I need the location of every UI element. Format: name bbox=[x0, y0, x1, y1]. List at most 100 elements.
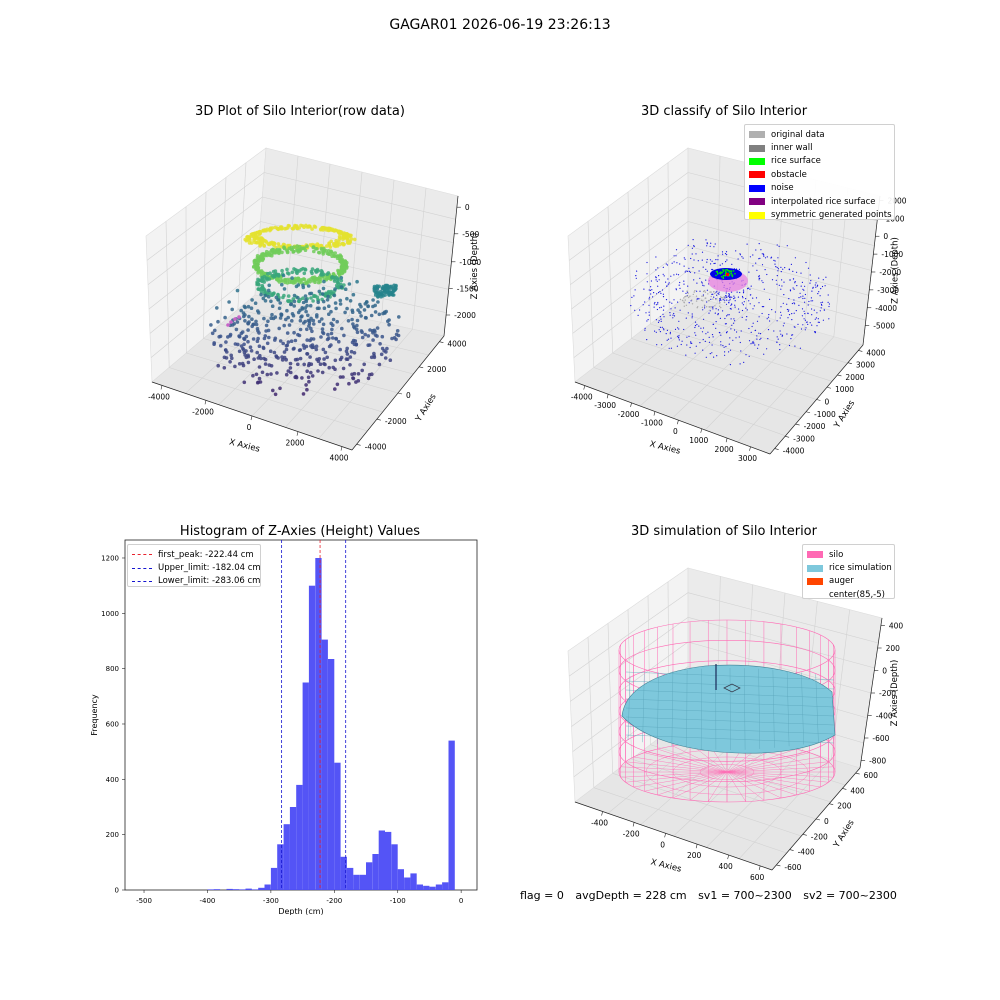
noise-point bbox=[799, 347, 802, 349]
noise-point bbox=[699, 342, 701, 344]
x-tick-label: -1000 bbox=[641, 419, 663, 428]
noise-point bbox=[776, 283, 778, 285]
noise-point bbox=[669, 312, 671, 314]
noise-point bbox=[741, 316, 743, 318]
data-point bbox=[271, 293, 275, 297]
noise-point bbox=[644, 327, 646, 329]
noise-point bbox=[706, 245, 708, 247]
data-point bbox=[222, 366, 227, 370]
noise-point bbox=[763, 353, 765, 355]
data-point bbox=[263, 362, 268, 366]
histogram-bar bbox=[353, 874, 360, 890]
data-point bbox=[228, 334, 232, 338]
x-tick-label: 0 bbox=[247, 423, 252, 432]
data-point bbox=[295, 247, 299, 251]
data-point bbox=[264, 276, 268, 280]
data-point bbox=[381, 311, 385, 316]
noise-point bbox=[805, 327, 807, 329]
noise-point bbox=[770, 257, 772, 259]
noise-point bbox=[776, 341, 778, 343]
noise-point bbox=[828, 305, 830, 308]
noise-point bbox=[725, 292, 727, 294]
noise-point bbox=[657, 267, 659, 269]
noise-point bbox=[820, 288, 822, 290]
z-tick-label: -4000 bbox=[875, 304, 897, 313]
noise-point bbox=[653, 306, 655, 308]
histogram-bar bbox=[239, 889, 246, 890]
grid-line bbox=[237, 309, 429, 356]
data-point bbox=[242, 337, 247, 342]
noise-point bbox=[688, 335, 690, 337]
y-tick-label: 200 bbox=[106, 831, 119, 839]
noise-point bbox=[675, 289, 678, 291]
x-tick-label: -400 bbox=[591, 819, 608, 828]
legend-line-sample bbox=[132, 554, 152, 556]
data-point bbox=[269, 299, 273, 304]
data-point bbox=[242, 314, 246, 319]
noise-point bbox=[683, 265, 685, 267]
noise-point bbox=[725, 303, 728, 305]
legend-item: auger bbox=[807, 575, 890, 588]
noise-point bbox=[763, 288, 765, 290]
data-point bbox=[276, 298, 281, 302]
noise-point bbox=[739, 254, 742, 256]
noise-point bbox=[780, 288, 782, 290]
grid-line bbox=[687, 592, 879, 644]
original-point bbox=[684, 299, 686, 301]
x-tick bbox=[653, 411, 656, 416]
original-point bbox=[720, 296, 722, 298]
data-point bbox=[268, 271, 272, 276]
noise-point bbox=[743, 361, 745, 363]
data-point bbox=[237, 362, 242, 366]
rice-mesh-line bbox=[625, 698, 835, 708]
noise-point bbox=[801, 308, 804, 310]
noise-point bbox=[662, 328, 665, 330]
data-point bbox=[331, 317, 336, 322]
noise-point bbox=[758, 302, 760, 304]
data-point bbox=[256, 310, 261, 315]
original-point bbox=[687, 292, 689, 294]
noise-point bbox=[784, 267, 786, 269]
noise-point bbox=[733, 322, 735, 324]
noise-point bbox=[780, 311, 782, 313]
noise-point bbox=[752, 254, 754, 256]
noise-point bbox=[728, 314, 730, 316]
noise-point bbox=[777, 268, 780, 270]
noise-point bbox=[779, 317, 781, 319]
noise-point bbox=[648, 304, 650, 306]
noise-point bbox=[681, 340, 683, 342]
noise-point bbox=[696, 290, 698, 292]
histogram-bar bbox=[366, 862, 373, 890]
z-axis-label: Z Axies (Depth) bbox=[891, 237, 901, 304]
noise-point bbox=[693, 259, 695, 261]
noise-point bbox=[684, 271, 686, 273]
data-point bbox=[303, 294, 308, 298]
noise-point bbox=[747, 287, 750, 289]
original-point bbox=[709, 291, 711, 293]
noise-point bbox=[713, 356, 715, 358]
data-point bbox=[355, 318, 360, 323]
noise-point bbox=[731, 296, 733, 298]
z-tick-label: -1500 bbox=[457, 284, 479, 293]
histogram-bar bbox=[347, 867, 354, 890]
data-point bbox=[244, 349, 248, 353]
noise-point bbox=[775, 266, 777, 268]
histogram-bar bbox=[226, 888, 233, 890]
legend-line-sample bbox=[132, 580, 152, 582]
data-point bbox=[339, 355, 344, 360]
noise-point bbox=[771, 279, 774, 281]
data-point bbox=[338, 302, 343, 306]
data-point bbox=[342, 265, 347, 270]
noise-point bbox=[794, 257, 797, 259]
noise-point bbox=[658, 279, 660, 281]
noise-point bbox=[809, 322, 811, 324]
noise-point bbox=[726, 259, 728, 261]
z-tick-label: 0 bbox=[882, 667, 887, 676]
data-point bbox=[276, 250, 281, 254]
noise-point bbox=[781, 335, 783, 337]
noise-point bbox=[711, 293, 713, 295]
legend-label: center(85,-5) bbox=[829, 589, 885, 600]
noise-point bbox=[824, 285, 826, 287]
data-point bbox=[308, 338, 312, 343]
y-tick bbox=[847, 362, 852, 365]
